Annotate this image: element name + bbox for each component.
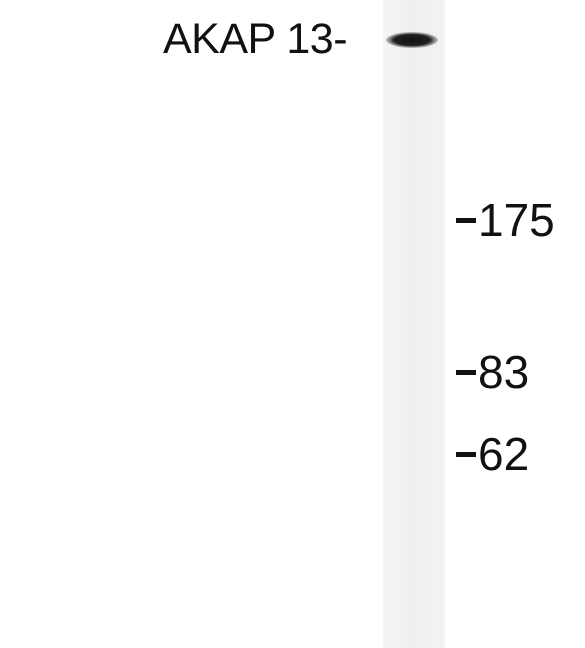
marker-tick bbox=[456, 218, 476, 224]
blot-lane bbox=[383, 0, 445, 648]
marker-83: 83 bbox=[456, 346, 529, 398]
marker-tick bbox=[456, 452, 476, 458]
marker-label: 62 bbox=[478, 428, 530, 480]
band-label: AKAP 13- bbox=[163, 15, 348, 63]
marker-62: 62 bbox=[456, 428, 529, 480]
marker-label: 83 bbox=[478, 346, 530, 398]
akap13-band bbox=[386, 32, 438, 48]
marker-tick bbox=[456, 370, 476, 376]
marker-175: 175 bbox=[456, 194, 555, 246]
marker-label: 175 bbox=[478, 194, 555, 246]
